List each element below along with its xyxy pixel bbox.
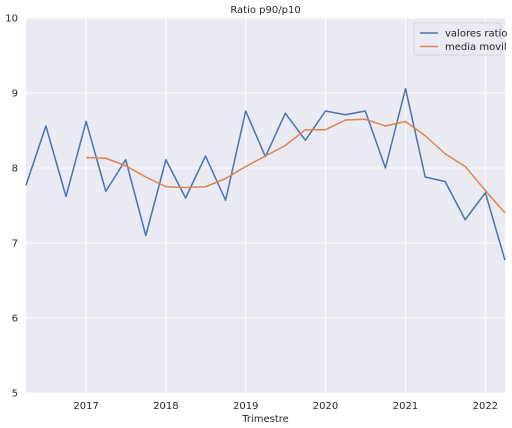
y-tick-label: 7 <box>12 239 18 250</box>
x-axis-title: Trimestre <box>241 414 289 425</box>
y-tick-label: 10 <box>5 14 18 25</box>
legend: valores ratio media movil <box>413 22 507 56</box>
series-line-media-movil <box>86 118 506 214</box>
plot-area <box>26 18 505 393</box>
chart-title: Ratio p90/p10 <box>230 5 300 16</box>
y-axis-tick-labels: 5 6 7 8 9 10 <box>5 14 18 400</box>
x-tick-label: 2022 <box>473 401 498 412</box>
legend-label-valores-ratio: valores ratio <box>445 29 507 40</box>
y-tick-label: 8 <box>12 164 18 175</box>
y-tick-label: 9 <box>12 89 18 100</box>
legend-label-media-movil: media movil <box>445 42 507 53</box>
x-tick-label: 2018 <box>153 401 178 412</box>
series-layer <box>25 87 506 261</box>
x-tick-label: 2020 <box>313 401 338 412</box>
x-tick-label: 2017 <box>73 401 98 412</box>
x-axis-tick-labels: 2017 2018 2019 2020 2021 2022 <box>73 401 498 412</box>
x-tick-label: 2019 <box>233 401 258 412</box>
y-tick-label: 6 <box>12 314 18 325</box>
y-tick-label: 5 <box>12 389 18 400</box>
grid-lines <box>26 17 505 394</box>
x-tick-label: 2021 <box>393 401 418 412</box>
